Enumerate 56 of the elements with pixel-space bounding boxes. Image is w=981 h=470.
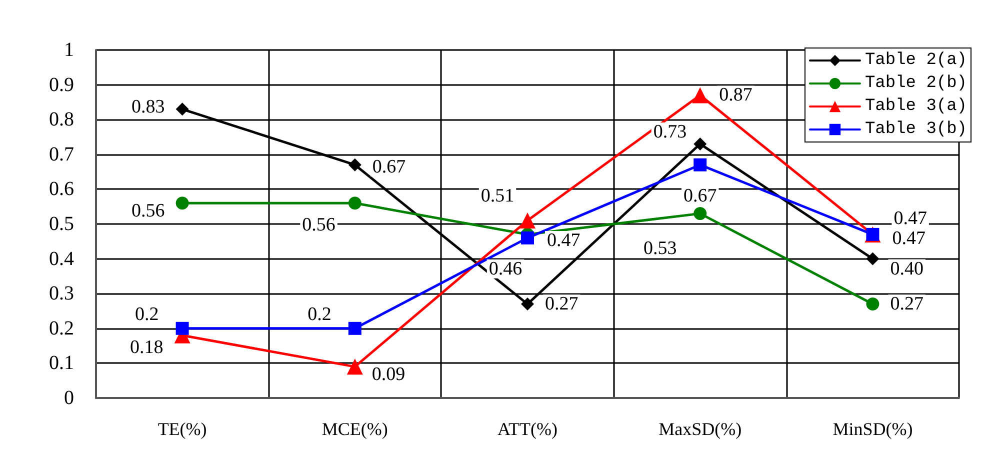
x-tick-label: ATT(%)	[498, 419, 558, 439]
point	[176, 196, 189, 210]
point	[176, 102, 189, 116]
data-label: 0.09	[372, 364, 406, 386]
y-tick-label: 0.8	[49, 108, 74, 131]
y-tick-label: 0.4	[49, 248, 74, 270]
point	[348, 158, 362, 172]
x-tick-label: MinSD(%)	[832, 419, 913, 439]
legend-label: Table 2(a)	[864, 51, 968, 70]
legend-label: Table 3(b)	[864, 120, 968, 139]
data-label: 0.83	[132, 96, 165, 118]
point	[866, 252, 880, 266]
point	[520, 212, 536, 229]
y-tick-label: 1	[64, 39, 74, 61]
point	[346, 358, 363, 375]
data-label: 0.51	[480, 186, 514, 207]
data-label: 0.56	[132, 200, 165, 222]
y-tick-label: 0.2	[49, 317, 74, 340]
data-label: 0.47	[547, 230, 580, 251]
point	[176, 322, 189, 335]
x-tick-label: MaxSD(%)	[658, 419, 742, 439]
data-label: 0.47	[892, 228, 926, 249]
point	[694, 137, 707, 150]
y-tick-label: 0	[64, 387, 74, 409]
y-tick-label: 0.1	[49, 352, 74, 374]
point	[348, 196, 362, 210]
data-label: 0.18	[130, 336, 164, 358]
data-label: 0.27	[545, 294, 578, 315]
data-label: 0.46	[488, 258, 522, 280]
x-tick-label: TE(%)	[158, 419, 207, 439]
data-label: 0.67	[372, 156, 406, 178]
point	[348, 322, 362, 335]
data-label: 0.53	[643, 238, 677, 260]
y-tick-label: 0.3	[49, 282, 74, 305]
data-label: 0.40	[890, 258, 924, 280]
x-tick-label: MCE(%)	[322, 419, 388, 439]
legend-label: Table 3(a)	[864, 97, 968, 116]
data-label: 0.2	[308, 304, 332, 325]
point	[866, 298, 880, 311]
data-label: 0.47	[894, 208, 927, 229]
y-tick-label: 0.7	[49, 143, 74, 166]
y-tick-label: 0.5	[49, 213, 74, 235]
data-label: 0.2	[135, 304, 159, 325]
point	[692, 87, 708, 104]
y-tick-label: 0.9	[49, 74, 74, 96]
point	[694, 207, 707, 220]
point	[694, 158, 707, 172]
y-tick-label: 0.6	[49, 178, 74, 200]
point	[521, 298, 534, 311]
data-label: 0.56	[302, 214, 336, 236]
point	[521, 231, 534, 244]
legend-label: Table 2(b)	[864, 74, 968, 93]
data-label: 0.73	[653, 121, 687, 142]
data-label: 0.87	[719, 84, 752, 106]
data-label: 0.27	[890, 294, 924, 315]
data-label: 0.67	[683, 185, 717, 206]
